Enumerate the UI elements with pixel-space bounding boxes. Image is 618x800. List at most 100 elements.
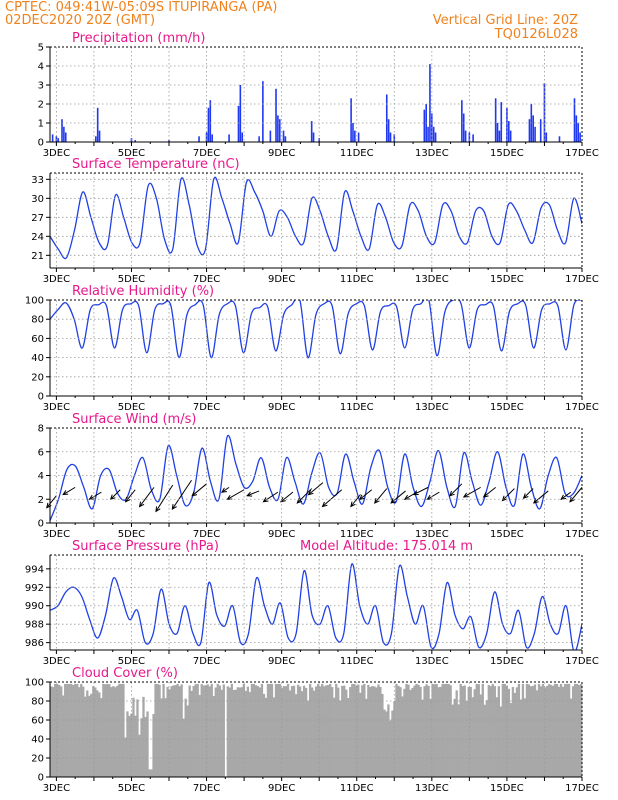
cloud-bar	[102, 683, 105, 777]
cloud-bar	[439, 686, 442, 777]
cloud-bar	[172, 685, 175, 777]
cloud-bar	[68, 683, 71, 777]
cloud-bar	[252, 683, 256, 777]
cloud-bar	[323, 686, 326, 777]
precip-bar	[51, 134, 54, 142]
precip-bar	[63, 126, 65, 142]
panel-1: 0 1 2 3 4 5 3DEC 5DEC 7DEC 9DEC 11DEC 13DEC 15DEC 17D…	[38, 31, 599, 159]
cloud-bar	[471, 697, 474, 777]
cloud-bar	[531, 685, 535, 777]
cloud-bar	[74, 683, 77, 777]
wind-arrow	[483, 486, 496, 498]
x-tick-label: 17DEC	[565, 656, 599, 667]
y-tick-label: 20	[31, 754, 44, 765]
cloud-bar	[198, 695, 201, 777]
cloud-bar	[433, 684, 436, 777]
cloud-bar	[391, 710, 394, 777]
wind-arrow	[125, 489, 136, 503]
wind-arrow	[359, 489, 373, 500]
y-tick-label: 0	[38, 392, 44, 403]
precip-bar	[385, 94, 388, 142]
cloud-bar	[256, 686, 260, 777]
panel-title: Cloud Cover (%)	[72, 666, 178, 681]
cloud-bar	[52, 687, 55, 777]
cloud-bar	[286, 683, 290, 777]
cloud-bar	[64, 683, 67, 777]
cloud-bar	[176, 683, 179, 777]
cloud-bar	[371, 685, 374, 777]
y-tick-label: 992	[25, 583, 44, 594]
y-tick-label: 40	[31, 353, 44, 364]
cloud-bar	[144, 716, 147, 777]
cloud-bar	[132, 697, 135, 777]
cloud-bar	[405, 683, 408, 777]
cloud-bar	[409, 689, 412, 777]
cloud-bar	[345, 689, 348, 777]
precip-bar	[461, 100, 463, 142]
precip-bar	[496, 123, 499, 142]
cloud-bar	[160, 698, 163, 777]
cloud-bar	[56, 683, 59, 777]
cloud-bar	[449, 685, 452, 777]
precip-bar	[354, 130, 356, 142]
y-tick-label: 8	[38, 424, 44, 435]
precip-bar	[543, 83, 546, 142]
wind-arrow	[191, 483, 207, 497]
precip-bar	[472, 134, 474, 142]
x-tick-label: 7DEC	[193, 274, 220, 285]
cloud-bar	[335, 683, 338, 777]
precip-bar	[494, 98, 497, 142]
cloud-bar	[268, 683, 272, 777]
precip-bar	[282, 130, 285, 142]
cloud-bar	[166, 686, 169, 777]
cloud-bar	[385, 711, 388, 777]
cloud-bar	[529, 686, 533, 777]
precip-bar	[237, 105, 240, 142]
wind-arrow	[155, 484, 174, 512]
cloud-bar	[435, 683, 438, 777]
cloud-bar	[397, 685, 400, 777]
cloud-bar	[290, 686, 294, 777]
panel-subtitle: Model Altitude: 175.014 m	[300, 539, 473, 554]
y-tick-label: 6	[38, 447, 44, 458]
cloud-bar	[106, 683, 109, 777]
x-tick-label: 9DEC	[268, 783, 295, 794]
precip-bar	[423, 109, 426, 142]
cloud-bar	[188, 685, 191, 777]
cloud-bar	[361, 685, 364, 777]
cloud-bar	[523, 698, 527, 777]
cloud-bar	[272, 697, 276, 777]
cloud-bar	[507, 688, 511, 777]
cloud-bar	[459, 683, 462, 777]
cloud-bar	[573, 683, 577, 777]
x-tick-label: 3DEC	[43, 148, 70, 159]
wind-arrow	[308, 482, 324, 496]
y-tick-label: 21	[31, 251, 44, 262]
precip-bar	[389, 132, 392, 142]
cloud-bar	[278, 683, 282, 777]
wind-arrow	[46, 495, 57, 508]
wind-arrow	[463, 486, 481, 498]
series-line	[50, 563, 582, 650]
cloud-bar	[204, 685, 207, 777]
precip-bar	[262, 81, 264, 142]
x-tick-label: 15DEC	[490, 783, 524, 794]
cloud-bar	[310, 687, 314, 777]
cloud-bar	[264, 697, 268, 777]
x-tick-label: 17DEC	[565, 274, 599, 285]
x-tick-label: 13DEC	[415, 274, 449, 285]
cloud-bar	[124, 737, 127, 777]
cloud-bar	[487, 685, 490, 777]
cloud-bar	[194, 684, 197, 777]
cloud-bar	[569, 698, 573, 777]
x-tick-label: 17DEC	[565, 402, 599, 413]
wind-arrow-head	[522, 493, 529, 499]
precip-bar	[64, 132, 67, 142]
wind-arrow	[569, 487, 583, 503]
cloud-bar	[469, 686, 472, 777]
precip-bar	[96, 107, 99, 142]
cloud-bar	[72, 685, 75, 777]
cloud-bar	[234, 689, 238, 777]
cloud-bar	[539, 686, 543, 777]
cloud-bar	[483, 704, 486, 777]
